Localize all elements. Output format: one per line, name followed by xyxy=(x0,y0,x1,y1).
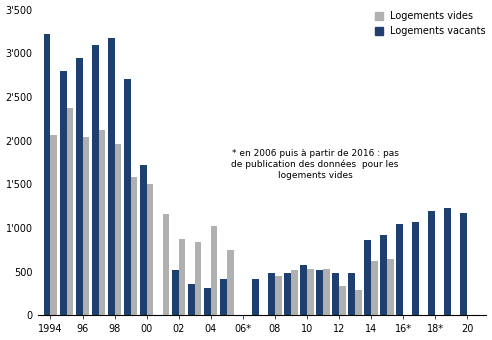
Bar xyxy=(300,265,307,316)
Text: * en 2006 puis à partir de 2016 : pas
de publication des données  pour les
logem: * en 2006 puis à partir de 2016 : pas de… xyxy=(231,149,399,180)
Bar xyxy=(163,214,169,316)
Bar xyxy=(140,165,147,316)
Bar xyxy=(461,213,467,316)
Bar xyxy=(316,270,323,316)
Bar xyxy=(323,269,330,316)
Bar xyxy=(307,269,314,316)
Bar xyxy=(124,80,131,316)
Bar xyxy=(115,144,122,316)
Bar xyxy=(220,279,227,316)
Bar xyxy=(92,45,98,316)
Bar xyxy=(348,273,355,316)
Bar xyxy=(195,242,201,316)
Bar xyxy=(444,208,451,316)
Bar xyxy=(147,184,154,316)
Bar xyxy=(275,276,281,316)
Bar xyxy=(188,284,195,316)
Bar xyxy=(397,224,403,316)
Bar xyxy=(98,130,105,316)
Bar xyxy=(371,261,378,316)
Bar xyxy=(252,279,259,316)
Bar xyxy=(429,211,435,316)
Bar xyxy=(387,259,394,316)
Bar xyxy=(380,235,387,316)
Bar xyxy=(60,71,66,316)
Bar xyxy=(179,239,185,316)
Bar xyxy=(291,270,298,316)
Bar xyxy=(108,38,115,316)
Bar xyxy=(364,240,371,316)
Bar xyxy=(332,273,339,316)
Bar xyxy=(131,177,137,316)
Bar xyxy=(227,250,234,316)
Bar xyxy=(76,57,83,316)
Bar xyxy=(44,34,51,316)
Bar xyxy=(211,226,217,316)
Bar xyxy=(66,108,73,316)
Bar xyxy=(204,288,211,316)
Bar xyxy=(339,286,346,316)
Bar xyxy=(172,270,179,316)
Bar xyxy=(51,135,57,316)
Bar xyxy=(83,137,89,316)
Bar xyxy=(284,273,291,316)
Bar xyxy=(268,273,275,316)
Bar xyxy=(412,222,419,316)
Bar xyxy=(355,290,362,316)
Legend: Logements vides, Logements vacants: Logements vides, Logements vacants xyxy=(375,11,486,36)
